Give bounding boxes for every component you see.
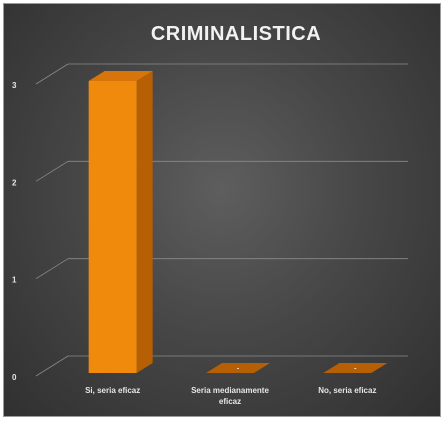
- x-tick-label-line: No, seria eficaz: [318, 386, 376, 395]
- y-tick-label: 2: [12, 178, 17, 187]
- y-axis: 0 1 2 3: [12, 81, 17, 382]
- bars: --: [88, 71, 388, 373]
- bar-top-0: [88, 71, 153, 81]
- y-tick-label: 0: [12, 373, 17, 382]
- y-tick-label: 1: [12, 276, 17, 285]
- x-tick-label-line: Seria medianamente: [191, 386, 269, 395]
- data-label: -: [237, 366, 240, 373]
- gridline-depth-0: [35, 355, 69, 377]
- y-tick-label: 3: [12, 81, 17, 90]
- x-tick-label: No, seria eficaz: [318, 386, 376, 395]
- chart-title: CRIMINALISTICA: [151, 23, 321, 45]
- x-tick-label: Seria medianamente eficaz: [191, 386, 269, 406]
- bar-0: [88, 81, 137, 373]
- x-tick-label-line: eficaz: [219, 397, 241, 406]
- data-label: -: [354, 366, 357, 373]
- bar-side-0: [136, 71, 153, 373]
- gridline-depth-1: [35, 258, 69, 280]
- bar-2: [323, 363, 388, 373]
- gridline-depth-3: [35, 63, 69, 85]
- gridline-depth-2: [35, 160, 69, 182]
- x-tick-label-line: Si, seria eficaz: [85, 386, 140, 395]
- x-axis: Si, seria eficaz Seria medianamente eficaz…: [85, 386, 376, 406]
- x-tick-label: Si, seria eficaz: [85, 386, 140, 395]
- bar-1: [206, 363, 270, 373]
